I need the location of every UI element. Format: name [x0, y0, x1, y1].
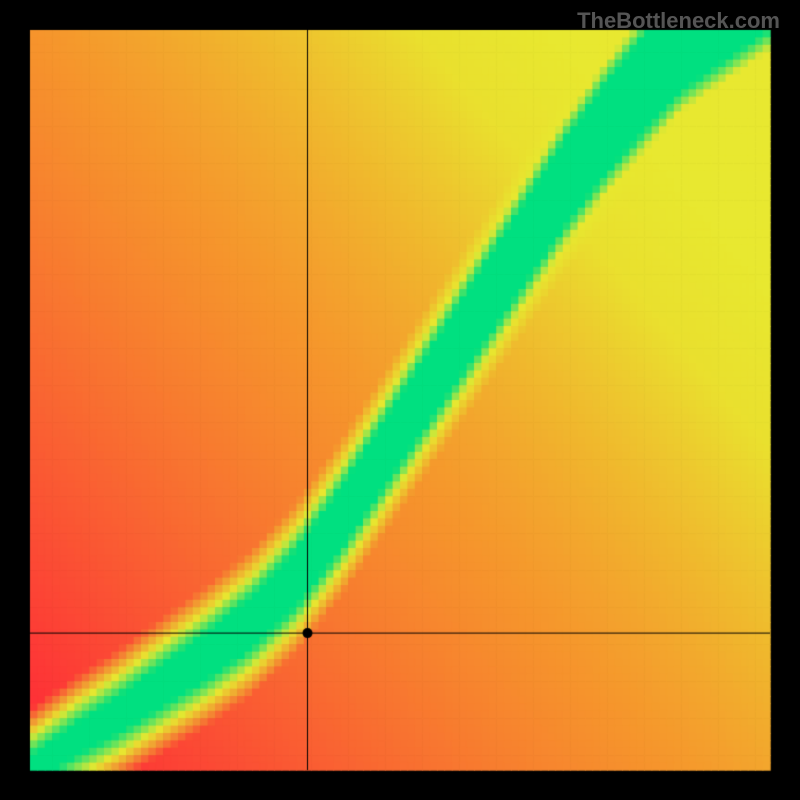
- bottleneck-heatmap: [0, 0, 800, 800]
- watermark-text: TheBottleneck.com: [577, 8, 780, 34]
